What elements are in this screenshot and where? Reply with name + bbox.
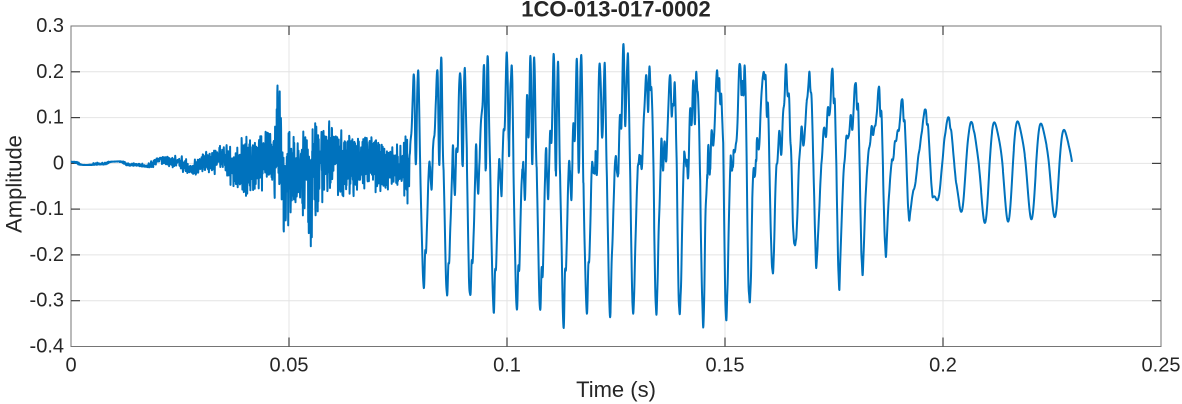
svg-text:0: 0 [53,152,64,174]
svg-text:-0.3: -0.3 [30,290,64,312]
svg-text:0.2: 0.2 [929,355,957,377]
svg-text:0.3: 0.3 [36,15,64,37]
svg-text:0.1: 0.1 [493,355,521,377]
svg-text:-0.2: -0.2 [30,244,64,266]
svg-text:0.2: 0.2 [36,61,64,83]
svg-text:-0.1: -0.1 [30,198,64,220]
svg-text:1CO-013-017-0002: 1CO-013-017-0002 [521,0,711,22]
svg-text:0.05: 0.05 [270,355,309,377]
svg-text:Amplitude: Amplitude [1,135,26,233]
svg-text:0.15: 0.15 [706,355,745,377]
svg-text:0.1: 0.1 [36,107,64,129]
svg-text:-0.4: -0.4 [30,336,64,358]
svg-text:0: 0 [65,355,76,377]
svg-text:Time (s): Time (s) [576,377,656,402]
svg-text:0.25: 0.25 [1142,355,1181,377]
